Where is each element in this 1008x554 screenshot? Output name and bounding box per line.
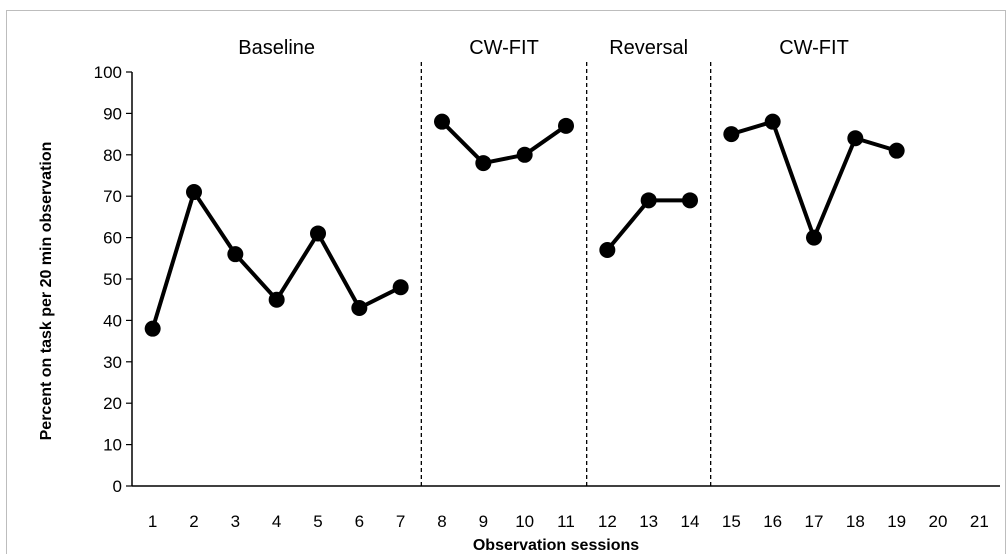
y-tick-label: 50	[103, 270, 122, 289]
phase-label: CW-FIT	[469, 37, 539, 59]
axes	[131, 72, 1000, 487]
data-point	[599, 242, 616, 259]
phase-label: Reversal	[609, 37, 688, 59]
phase-label: CW-FIT	[779, 37, 849, 59]
data-point	[351, 299, 368, 316]
data-point	[310, 225, 326, 242]
y-tick-label: 70	[103, 187, 122, 206]
y-tick-label: 100	[94, 63, 122, 82]
y-tick-label: 30	[103, 353, 122, 372]
data-point	[723, 126, 740, 143]
x-tick-label: 16	[763, 512, 782, 531]
data-point	[558, 117, 574, 134]
y-axis-title: Percent on task per 20 min observation	[38, 142, 55, 441]
y-tick-label: 10	[103, 436, 122, 455]
data-point	[516, 146, 533, 163]
y-tick-label: 40	[103, 311, 122, 330]
phase-label: Baseline	[238, 37, 315, 59]
x-tick-label: 17	[805, 512, 824, 531]
data-point	[144, 320, 161, 337]
data-point	[392, 279, 409, 296]
x-tick-label: 19	[887, 512, 906, 531]
data-point	[640, 192, 657, 209]
data-point	[806, 229, 822, 246]
chart-frame	[6, 10, 1006, 554]
x-tick-label: 6	[355, 512, 364, 531]
phase-labels: Baseline CW-FIT Reversal CW-FIT	[238, 37, 848, 59]
series-line-segment	[730, 119, 898, 240]
x-tick-label: 1	[148, 512, 157, 531]
x-tick-label: 2	[189, 512, 198, 531]
x-tick-label: 13	[639, 512, 658, 531]
x-axis-ticks: 1 2 3 4 5 6 7 8 9 10 11 12 13 14 15 16 17 18 19 20 21	[148, 512, 989, 531]
x-tick-label: 7	[396, 512, 405, 531]
x-tick-label: 9	[479, 512, 488, 531]
data-point	[764, 113, 781, 130]
data-point	[434, 113, 450, 130]
y-tick-label: 20	[103, 394, 122, 413]
data-point	[847, 130, 864, 147]
data-point	[888, 142, 905, 159]
x-axis-title: Observation sessions	[473, 537, 639, 554]
x-tick-label: 4	[272, 512, 281, 531]
x-tick-label: 18	[846, 512, 865, 531]
y-tick-label: 0	[113, 477, 122, 496]
data-point	[227, 246, 244, 263]
x-tick-label: 3	[231, 512, 240, 531]
phase-change-lines	[420, 62, 712, 486]
x-tick-label: 20	[929, 512, 948, 531]
x-tick-label: 11	[557, 512, 575, 531]
x-tick-label: 12	[598, 512, 617, 531]
series-line-segment	[440, 120, 568, 166]
x-tick-label: 15	[722, 512, 741, 531]
data-point	[682, 192, 698, 209]
x-tick-label: 8	[437, 512, 446, 531]
x-tick-label: 21	[970, 512, 989, 531]
data-point	[186, 184, 202, 201]
y-tick-label: 80	[103, 146, 122, 165]
x-tick-label: 5	[313, 512, 322, 531]
x-tick-label: 10	[515, 512, 534, 531]
y-tick-label: 60	[103, 229, 122, 248]
data-point	[475, 155, 492, 172]
y-axis-ticks: 0 10 20 30 40 50 60 70 80 90 100	[94, 63, 132, 496]
y-tick-label: 90	[103, 104, 122, 123]
series-points	[144, 113, 905, 337]
data-point	[268, 291, 285, 308]
x-tick-label: 14	[681, 512, 700, 531]
